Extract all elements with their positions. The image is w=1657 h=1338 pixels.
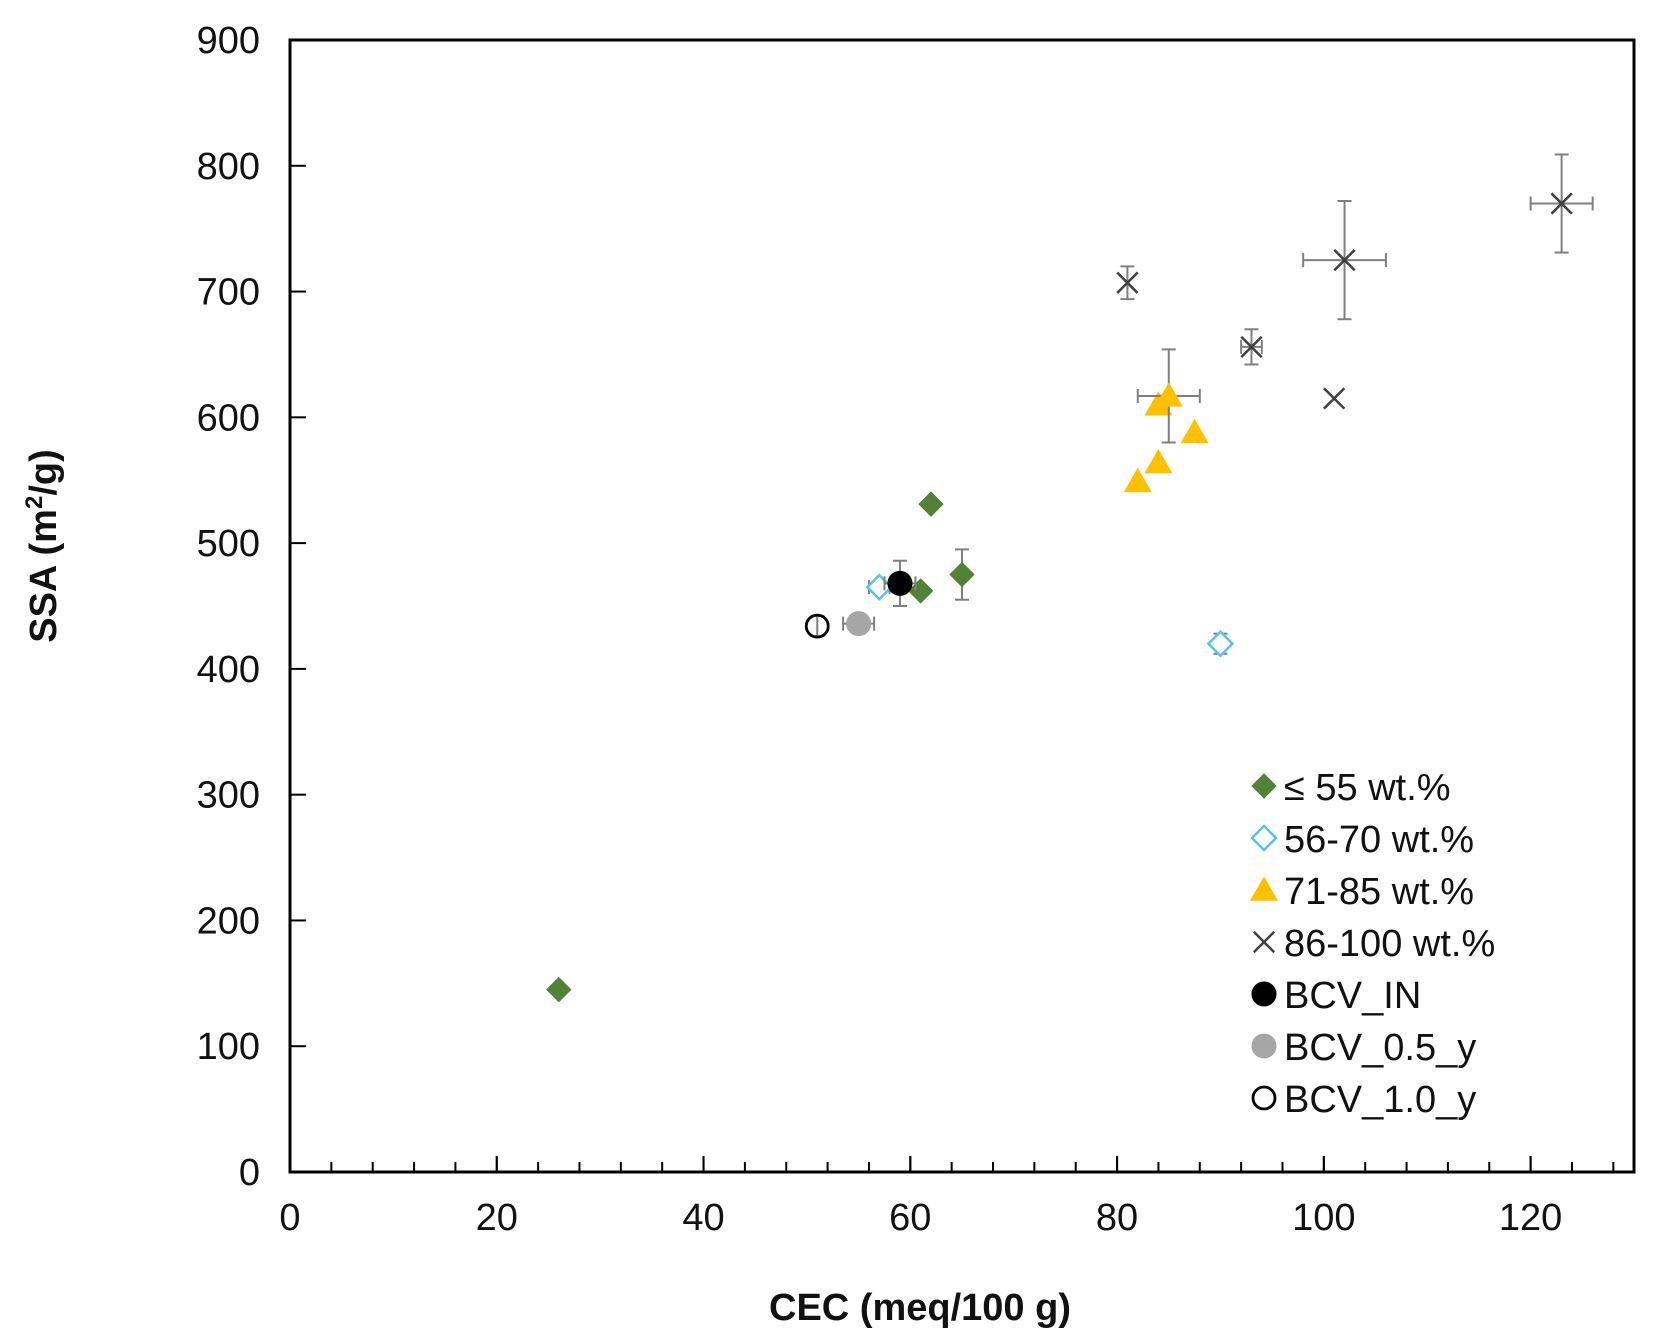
legend-item: BCV_1.0_y	[1251, 1079, 1476, 1121]
marker-shape	[1251, 981, 1277, 1007]
marker-shape	[1251, 1085, 1277, 1111]
x-tick-label: 80	[1096, 1197, 1138, 1239]
marker-shape	[1154, 382, 1183, 407]
data-point	[804, 613, 830, 639]
series-7	[804, 613, 830, 639]
x-tick-label: 40	[682, 1197, 724, 1239]
marker-shape	[1249, 876, 1279, 901]
y-axis-ticks: 0 100 200 300 400 500 600 700 800 900	[197, 20, 306, 1194]
marker-stroke	[1252, 930, 1276, 954]
data-point	[1116, 271, 1139, 294]
marker-shape	[887, 570, 913, 596]
legend-marker	[1249, 876, 1279, 901]
legend-marker	[1251, 1085, 1277, 1111]
data-point	[1144, 449, 1173, 474]
marker-shape	[1251, 773, 1277, 799]
data-point	[1550, 192, 1573, 215]
marker-shape	[1123, 467, 1152, 493]
data-point	[865, 573, 894, 601]
data-point	[1180, 418, 1209, 444]
data-point	[918, 491, 944, 517]
y-axis-title: SSA (m2/g)	[21, 449, 65, 643]
legend-item: ≤ 55 wt.%	[1251, 767, 1451, 809]
marker-shape	[1250, 824, 1278, 852]
data-point	[546, 976, 572, 1003]
y-tick-label: 300	[197, 775, 260, 817]
data-markers	[546, 153, 1594, 1003]
y-tick-label: 400	[197, 649, 260, 691]
data-point	[887, 570, 913, 596]
x-axis-title: CEC (meq/100 g)	[769, 1287, 1071, 1329]
marker-shape	[846, 611, 872, 637]
x-tick-label: 60	[889, 1197, 931, 1239]
x-axis-ticks: 0 20 40 60 80 100 120	[279, 1156, 1615, 1239]
data-point	[1323, 387, 1346, 410]
data-point	[1123, 467, 1152, 493]
x-tick-label: 20	[476, 1197, 518, 1239]
marker-shape	[804, 613, 830, 639]
y-tick-label: 0	[239, 1152, 260, 1194]
x-tick-label: 100	[1292, 1197, 1355, 1239]
plot-area-frame	[288, 38, 1636, 1174]
y-tick-label: 800	[197, 146, 260, 188]
marker-shape	[918, 491, 944, 517]
legend-label: ≤ 55 wt.%	[1284, 767, 1451, 809]
legend-marker	[1252, 930, 1276, 954]
y-tick-label: 200	[197, 900, 260, 942]
series-6	[842, 611, 876, 637]
marker-shape	[1251, 1033, 1277, 1059]
marker-shape	[1180, 418, 1209, 444]
y-tick-label: 600	[197, 397, 260, 439]
legend-label: 71-85 wt.%	[1284, 871, 1474, 913]
legend-label: 86-100 wt.%	[1284, 923, 1495, 965]
marker-stroke	[1333, 249, 1356, 272]
legend-marker	[1251, 981, 1277, 1007]
series-4	[1116, 153, 1594, 410]
legend-item: 86-100 wt.%	[1252, 923, 1495, 965]
y-axis-title-main: SSA (m	[23, 509, 65, 643]
data-point	[1240, 335, 1263, 358]
legend-label: BCV_0.5_y	[1284, 1027, 1476, 1069]
marker-stroke	[1116, 271, 1139, 294]
data-point	[1333, 249, 1356, 272]
data-point	[1154, 382, 1183, 407]
marker-stroke	[1550, 192, 1573, 215]
y-axis-title-superscript: 2	[21, 496, 48, 509]
data-point	[1206, 629, 1235, 658]
marker-shape	[1144, 449, 1173, 474]
legend-item: 71-85 wt.%	[1249, 871, 1474, 913]
y-tick-label: 500	[197, 523, 260, 565]
legend-marker	[1251, 1033, 1277, 1059]
y-axis-title-end: /g)	[23, 449, 65, 495]
series-3	[1123, 348, 1209, 493]
legend-item: 56-70 wt.%	[1250, 819, 1474, 861]
marker-shape	[1206, 629, 1235, 658]
legend-label: BCV_1.0_y	[1284, 1079, 1476, 1121]
marker-shape	[546, 976, 572, 1003]
marker-stroke	[1323, 387, 1346, 410]
legend-item: BCV_IN	[1251, 975, 1421, 1017]
data-point	[949, 561, 975, 588]
y-tick-label: 700	[197, 272, 260, 314]
series-5	[883, 559, 917, 607]
y-tick-label: 100	[197, 1026, 260, 1068]
series-1	[546, 491, 975, 1003]
legend-marker	[1250, 824, 1278, 852]
x-tick-label: 120	[1499, 1197, 1562, 1239]
legend-label: BCV_IN	[1284, 975, 1421, 1017]
legend: ≤ 55 wt.% 56-70 wt.% 71-85 wt.% 86-100 wt.%…	[1249, 767, 1495, 1121]
data-point	[846, 611, 872, 637]
marker-shape	[949, 561, 975, 588]
y-tick-label: 900	[197, 20, 260, 62]
legend-item: BCV_0.5_y	[1251, 1027, 1476, 1069]
legend-marker	[1251, 773, 1277, 799]
marker-stroke	[1240, 335, 1263, 358]
marker-shape	[865, 573, 894, 601]
legend-label: 56-70 wt.%	[1284, 819, 1474, 861]
x-tick-label: 0	[279, 1197, 300, 1239]
